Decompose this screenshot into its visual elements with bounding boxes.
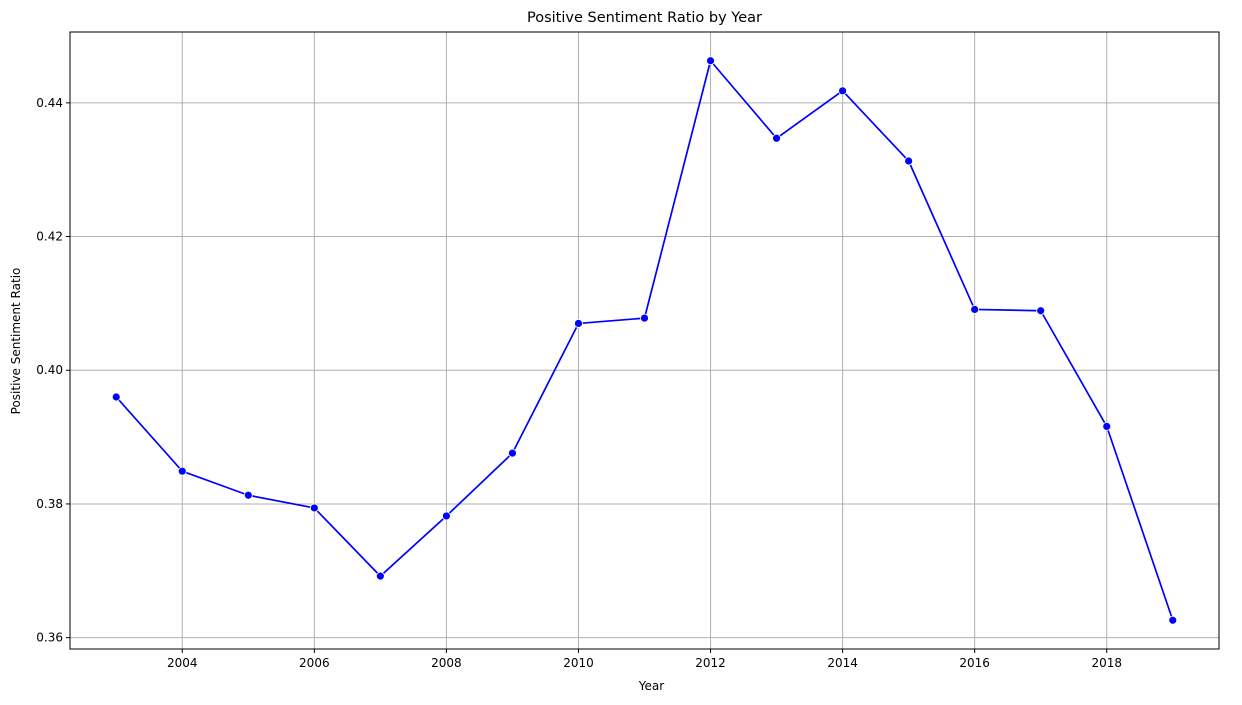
data-point-marker bbox=[508, 448, 517, 458]
data-point-marker bbox=[574, 319, 583, 328]
data-markers bbox=[111, 56, 1178, 625]
x-tick-label: 2012 bbox=[695, 656, 726, 670]
chart-title: Positive Sentiment Ratio by Year bbox=[527, 10, 762, 26]
data-point-marker bbox=[177, 466, 187, 476]
x-tick-label: 2010 bbox=[563, 656, 594, 670]
series-line bbox=[115, 59, 1174, 621]
data-point-marker bbox=[375, 571, 385, 581]
data-point-marker bbox=[1036, 306, 1046, 316]
y-tick-label: 0.44 bbox=[36, 96, 63, 110]
data-point-marker bbox=[1102, 421, 1112, 431]
x-axis-ticks: 2004 2006 2008 2010 2012 2014 2016 2018 bbox=[167, 649, 1122, 670]
y-tick-label: 0.36 bbox=[36, 631, 63, 645]
data-point-marker bbox=[838, 86, 848, 96]
x-axis-label: Year bbox=[638, 679, 664, 693]
y-tick-label: 0.42 bbox=[36, 230, 63, 244]
grid-lines bbox=[70, 32, 1219, 649]
data-point-marker bbox=[1168, 615, 1178, 625]
x-tick-label: 2008 bbox=[431, 656, 462, 670]
data-point-marker bbox=[772, 133, 781, 143]
x-tick-label: 2004 bbox=[167, 656, 198, 670]
data-point-marker bbox=[111, 392, 121, 402]
series-line-layer bbox=[115, 59, 1174, 621]
plot-area-frame bbox=[69, 31, 1220, 650]
data-point-marker bbox=[706, 56, 715, 66]
x-tick-label: 2014 bbox=[827, 656, 858, 670]
x-tick-label: 2006 bbox=[299, 656, 330, 670]
y-tick-label: 0.38 bbox=[36, 497, 63, 511]
data-point-marker bbox=[970, 305, 980, 314]
y-axis-label: Positive Sentiment Ratio bbox=[9, 268, 23, 415]
data-point-marker bbox=[640, 313, 649, 323]
y-tick-label: 0.40 bbox=[36, 363, 63, 377]
data-point-marker bbox=[904, 156, 914, 166]
y-axis-ticks: 0.36 0.38 0.40 0.42 0.44 bbox=[36, 96, 70, 645]
data-point-marker bbox=[441, 511, 451, 521]
x-tick-label: 2018 bbox=[1091, 656, 1122, 670]
data-point-marker bbox=[309, 503, 319, 513]
x-tick-label: 2016 bbox=[959, 656, 990, 670]
data-point-marker bbox=[243, 490, 253, 500]
